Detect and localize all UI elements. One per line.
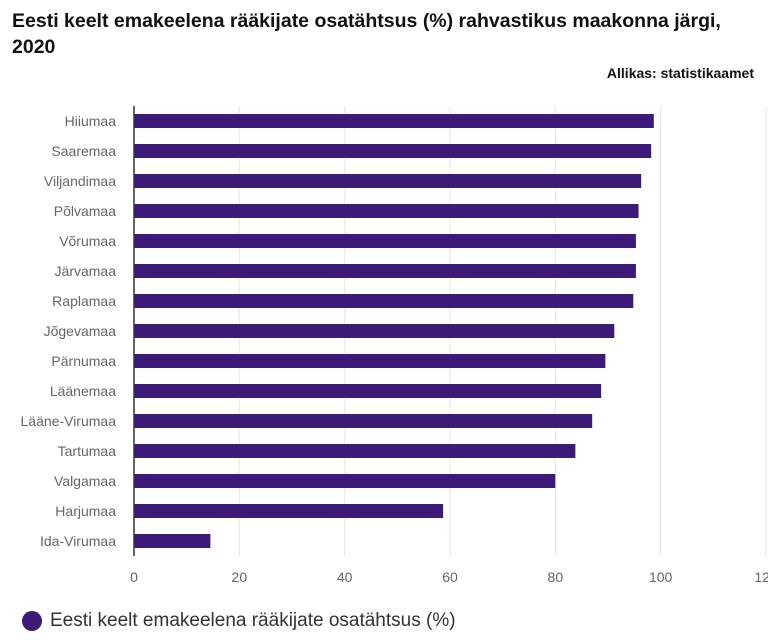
category-label: Harjumaa	[55, 503, 116, 519]
category-label: Saaremaa	[51, 143, 116, 159]
bar	[134, 204, 639, 218]
bar-chart: Hiiumaa Saaremaa Viljandimaa Põlvamaa Võruma…	[21, 106, 768, 585]
bars	[134, 114, 654, 548]
x-tick-label: 40	[337, 569, 353, 585]
bar	[134, 234, 636, 248]
x-axis-ticks: 0 20 40 60 80 100 120	[130, 569, 768, 585]
category-label: Ida-Virumaa	[40, 533, 116, 549]
category-label: Lääne-Virumaa	[21, 413, 117, 429]
bar	[134, 264, 636, 278]
legend: Eesti keelt emakeelena rääkijate osatäht…	[22, 610, 456, 632]
bar	[134, 294, 634, 308]
category-label: Pärnumaa	[51, 353, 116, 369]
x-tick-label: 80	[548, 569, 564, 585]
x-tick-label: 120	[754, 569, 768, 585]
bar	[134, 354, 606, 368]
category-label: Läänemaa	[50, 383, 116, 399]
category-label: Tartumaa	[58, 443, 117, 459]
x-tick-label: 20	[232, 569, 248, 585]
category-label: Järvamaa	[55, 263, 117, 279]
bar	[134, 384, 602, 398]
bar	[134, 174, 642, 188]
bar	[134, 534, 211, 548]
bar	[134, 504, 444, 518]
category-labels: Hiiumaa Saaremaa Viljandimaa Põlvamaa Võruma…	[21, 113, 117, 549]
x-tick-label: 0	[130, 569, 138, 585]
bar	[134, 324, 615, 338]
bar	[134, 414, 593, 428]
bar	[134, 474, 556, 488]
category-label: Põlvamaa	[54, 203, 116, 219]
source-label: Allikas: statistikaamet	[606, 65, 754, 81]
chart-title: Eesti keelt emakeelena rääkijate osatäht…	[12, 10, 721, 58]
legend-label: Eesti keelt emakeelena rääkijate osatäht…	[50, 610, 456, 631]
category-label: Valgamaa	[54, 473, 116, 489]
bar	[134, 114, 654, 128]
bar	[134, 444, 576, 458]
category-label: Raplamaa	[52, 293, 116, 309]
category-label: Viljandimaa	[44, 173, 116, 189]
legend-swatch	[22, 611, 42, 631]
x-tick-label: 100	[649, 569, 673, 585]
bar	[134, 144, 652, 158]
x-tick-label: 60	[442, 569, 458, 585]
category-label: Jõgevamaa	[44, 323, 117, 339]
category-label: Hiiumaa	[65, 113, 117, 129]
category-label: Võrumaa	[59, 233, 116, 249]
